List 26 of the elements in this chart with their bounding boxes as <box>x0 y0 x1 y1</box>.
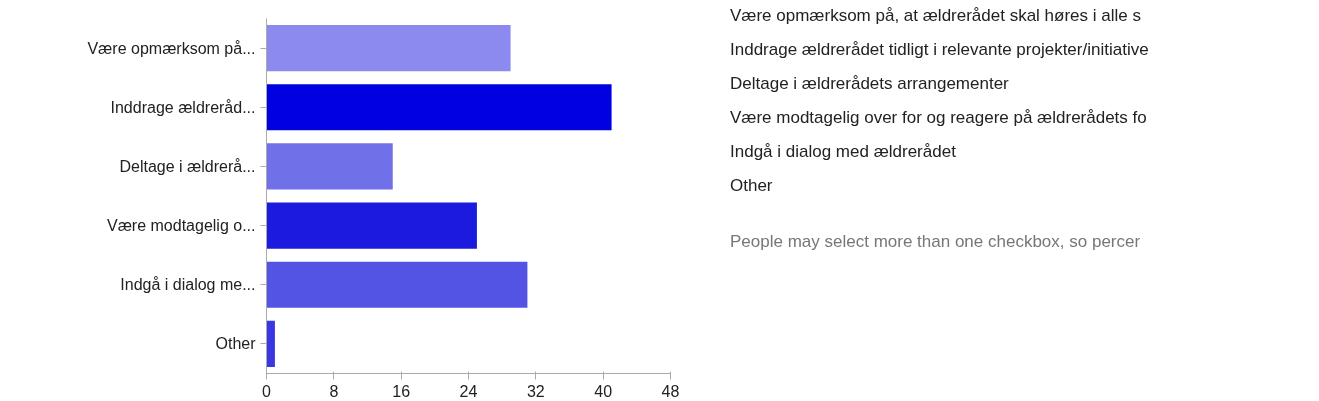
text: Indgå i dialog med ældrerådet <box>730 141 957 163</box>
x-tick-label: 32 <box>526 382 545 400</box>
text: People may select more than one checkbox, so percer <box>730 231 1142 253</box>
y-tick-label: Være opmærksom på... <box>87 39 256 57</box>
y-tick-label: Other <box>215 335 257 353</box>
x-tick-label: 24 <box>459 382 478 400</box>
bar <box>266 84 612 131</box>
bar <box>266 202 477 249</box>
bar <box>266 261 528 308</box>
y-tick-label: Inddrage ældreråd... <box>110 98 256 116</box>
x-tick-label: 16 <box>392 382 411 400</box>
x-tick-label: 0 <box>262 382 272 400</box>
x-tick-label: 40 <box>594 382 613 400</box>
y-tick-label: Indgå i dialog me... <box>120 276 256 294</box>
bar <box>266 320 275 367</box>
bar <box>266 143 393 190</box>
x-tick-label: 8 <box>329 382 339 400</box>
text: Være opmærksom på, at ældrerådet skal høres i alle s <box>730 5 1142 27</box>
text: Other <box>730 175 774 197</box>
text: Inddrage ældrerådet tidligt i relevante projekter/initiative <box>730 39 1149 61</box>
x-tick-label: 48 <box>661 382 680 400</box>
text: Være modtagelig over for og reagere på ældrerådets fo <box>730 107 1148 129</box>
bar <box>266 25 511 72</box>
text: Deltage i ældrerådets arrangementer <box>730 73 1010 95</box>
y-tick-label: Være modtagelig o... <box>106 217 256 235</box>
y-tick-label: Deltage i ældrerå... <box>119 157 256 175</box>
